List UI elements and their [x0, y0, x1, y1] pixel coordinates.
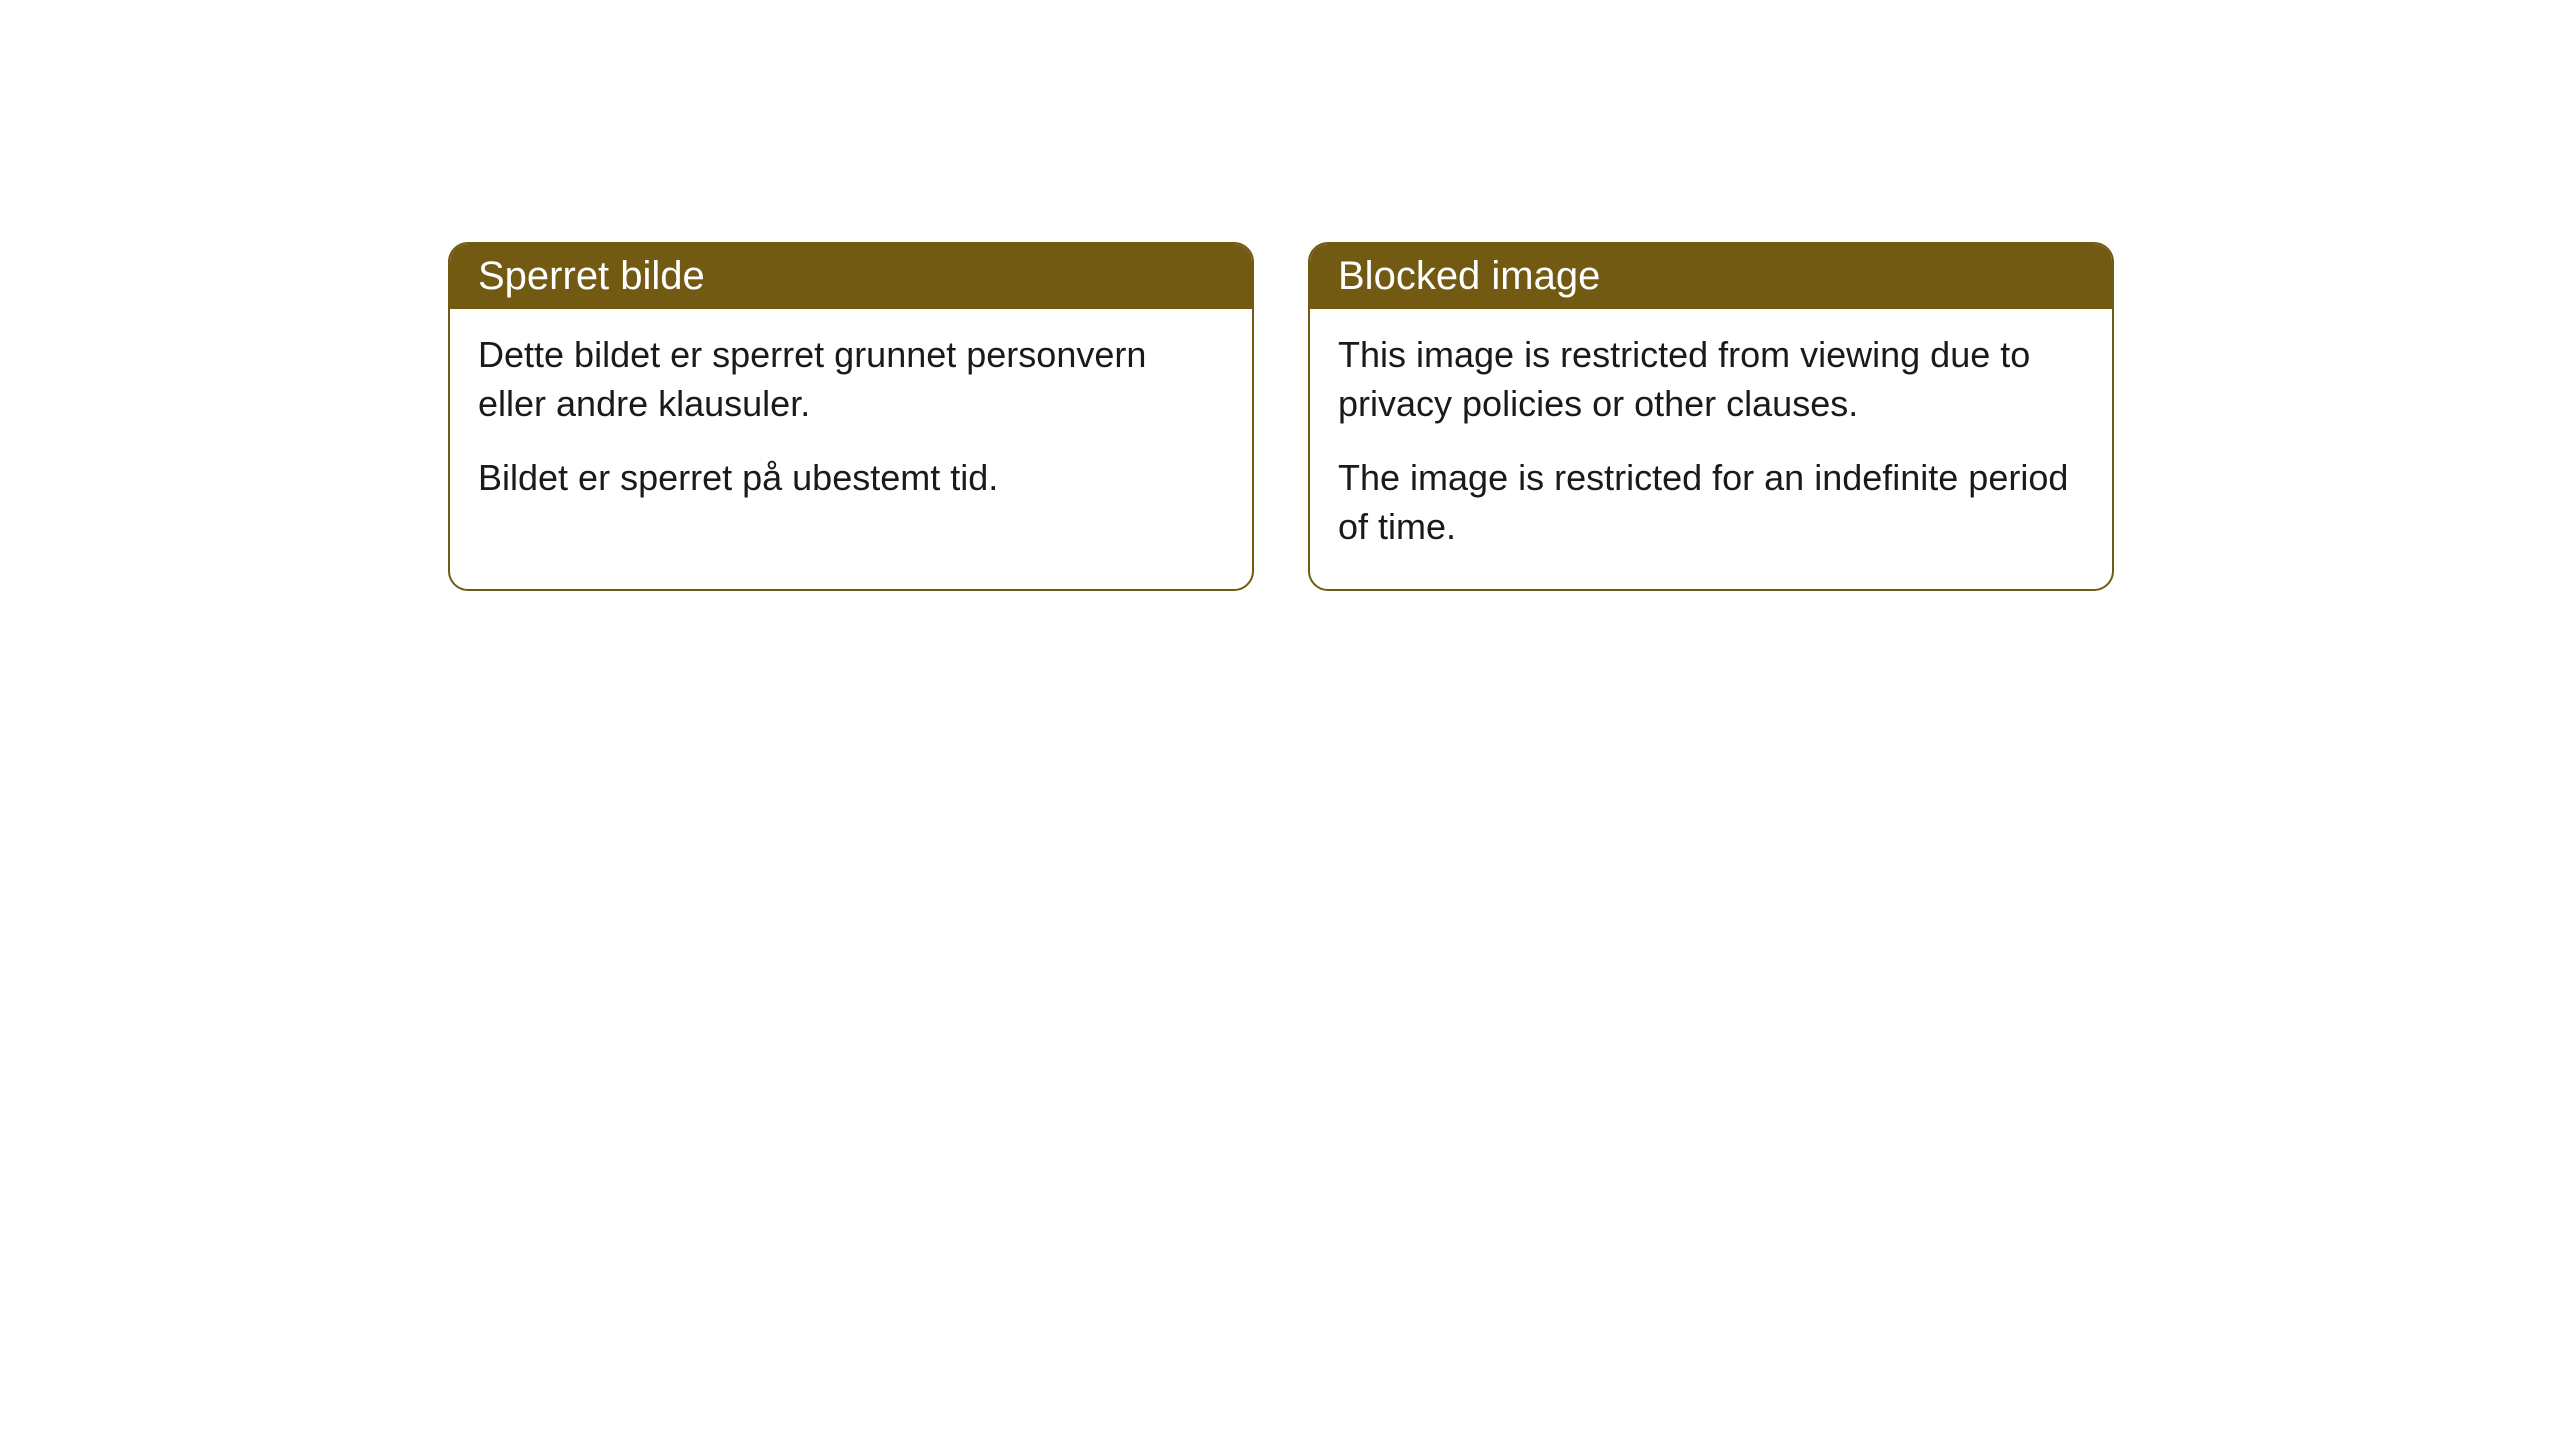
- card-body: Dette bildet er sperret grunnet personve…: [450, 309, 1252, 541]
- card-paragraph: Bildet er sperret på ubestemt tid.: [478, 454, 1224, 503]
- card-title: Sperret bilde: [478, 254, 705, 298]
- card-body: This image is restricted from viewing du…: [1310, 309, 2112, 589]
- card-header: Sperret bilde: [450, 244, 1252, 309]
- card-header: Blocked image: [1310, 244, 2112, 309]
- notice-card-english: Blocked image This image is restricted f…: [1308, 242, 2114, 591]
- card-paragraph: This image is restricted from viewing du…: [1338, 331, 2084, 428]
- card-paragraph: Dette bildet er sperret grunnet personve…: [478, 331, 1224, 428]
- notice-cards-container: Sperret bilde Dette bildet er sperret gr…: [448, 242, 2114, 591]
- notice-card-norwegian: Sperret bilde Dette bildet er sperret gr…: [448, 242, 1254, 591]
- card-title: Blocked image: [1338, 254, 1600, 298]
- card-paragraph: The image is restricted for an indefinit…: [1338, 454, 2084, 551]
